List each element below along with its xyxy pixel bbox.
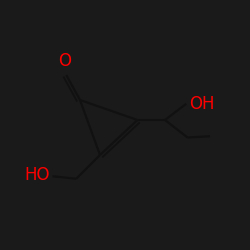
Text: OH: OH — [189, 95, 214, 113]
Text: HO: HO — [24, 166, 50, 184]
Text: O: O — [58, 52, 71, 70]
